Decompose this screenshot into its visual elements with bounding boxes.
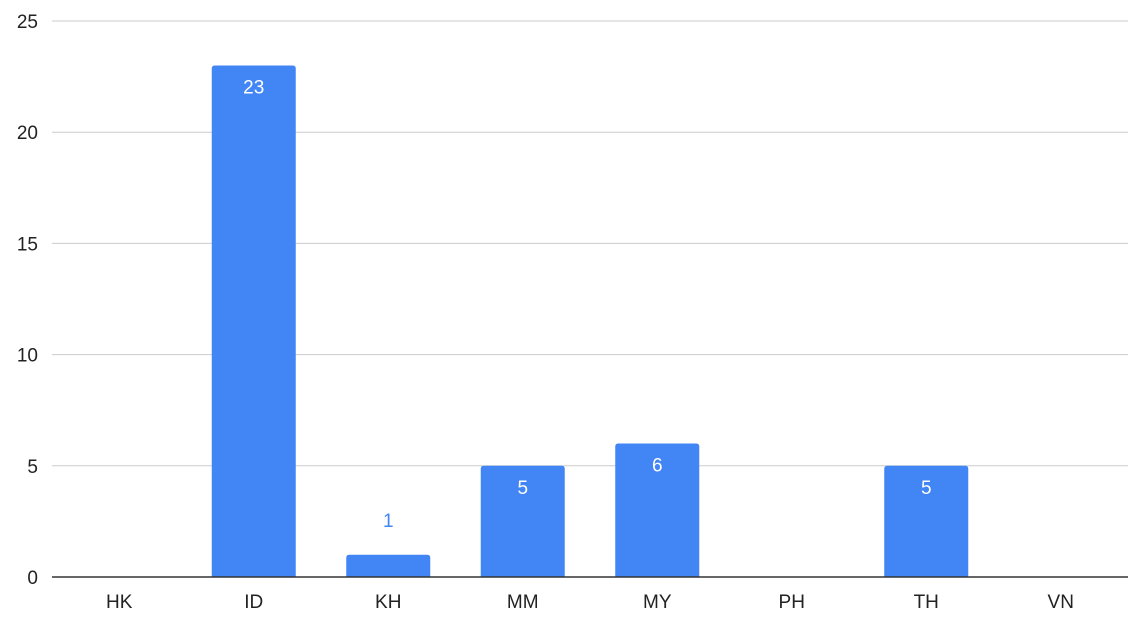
labels: 0 5 10 15 20 25 HK 23 ID 1 KH 5 MM 6 MY PH 5 TH VN <box>17 12 1074 613</box>
y-tick-label: 15 <box>17 234 38 255</box>
x-tick-label-ph: PH <box>779 592 805 613</box>
bars <box>211 65 969 577</box>
y-tick-label: 5 <box>27 457 38 478</box>
data-label-kh: 1 <box>383 511 394 532</box>
y-tick-label: 0 <box>27 568 38 589</box>
y-tick-label: 20 <box>17 123 38 144</box>
y-tick-label: 25 <box>17 12 38 33</box>
x-tick-label-hk: HK <box>106 592 133 613</box>
data-label-th: 5 <box>921 478 932 499</box>
data-label-id: 23 <box>243 77 264 98</box>
x-tick-label-id: ID <box>244 592 263 613</box>
bar-th <box>884 465 969 577</box>
x-tick-label-vn: VN <box>1048 592 1074 613</box>
data-label-mm: 5 <box>517 478 528 499</box>
bar-kh <box>346 554 431 577</box>
x-tick-label-my: MY <box>643 592 672 613</box>
bar-my <box>615 443 700 577</box>
bar-mm <box>480 465 565 577</box>
data-label-my: 6 <box>652 456 663 477</box>
y-tick-label: 10 <box>17 346 38 367</box>
bar-id <box>211 65 296 577</box>
x-tick-label-th: TH <box>914 592 939 613</box>
x-tick-label-mm: MM <box>507 592 539 613</box>
x-tick-label-kh: KH <box>375 592 401 613</box>
